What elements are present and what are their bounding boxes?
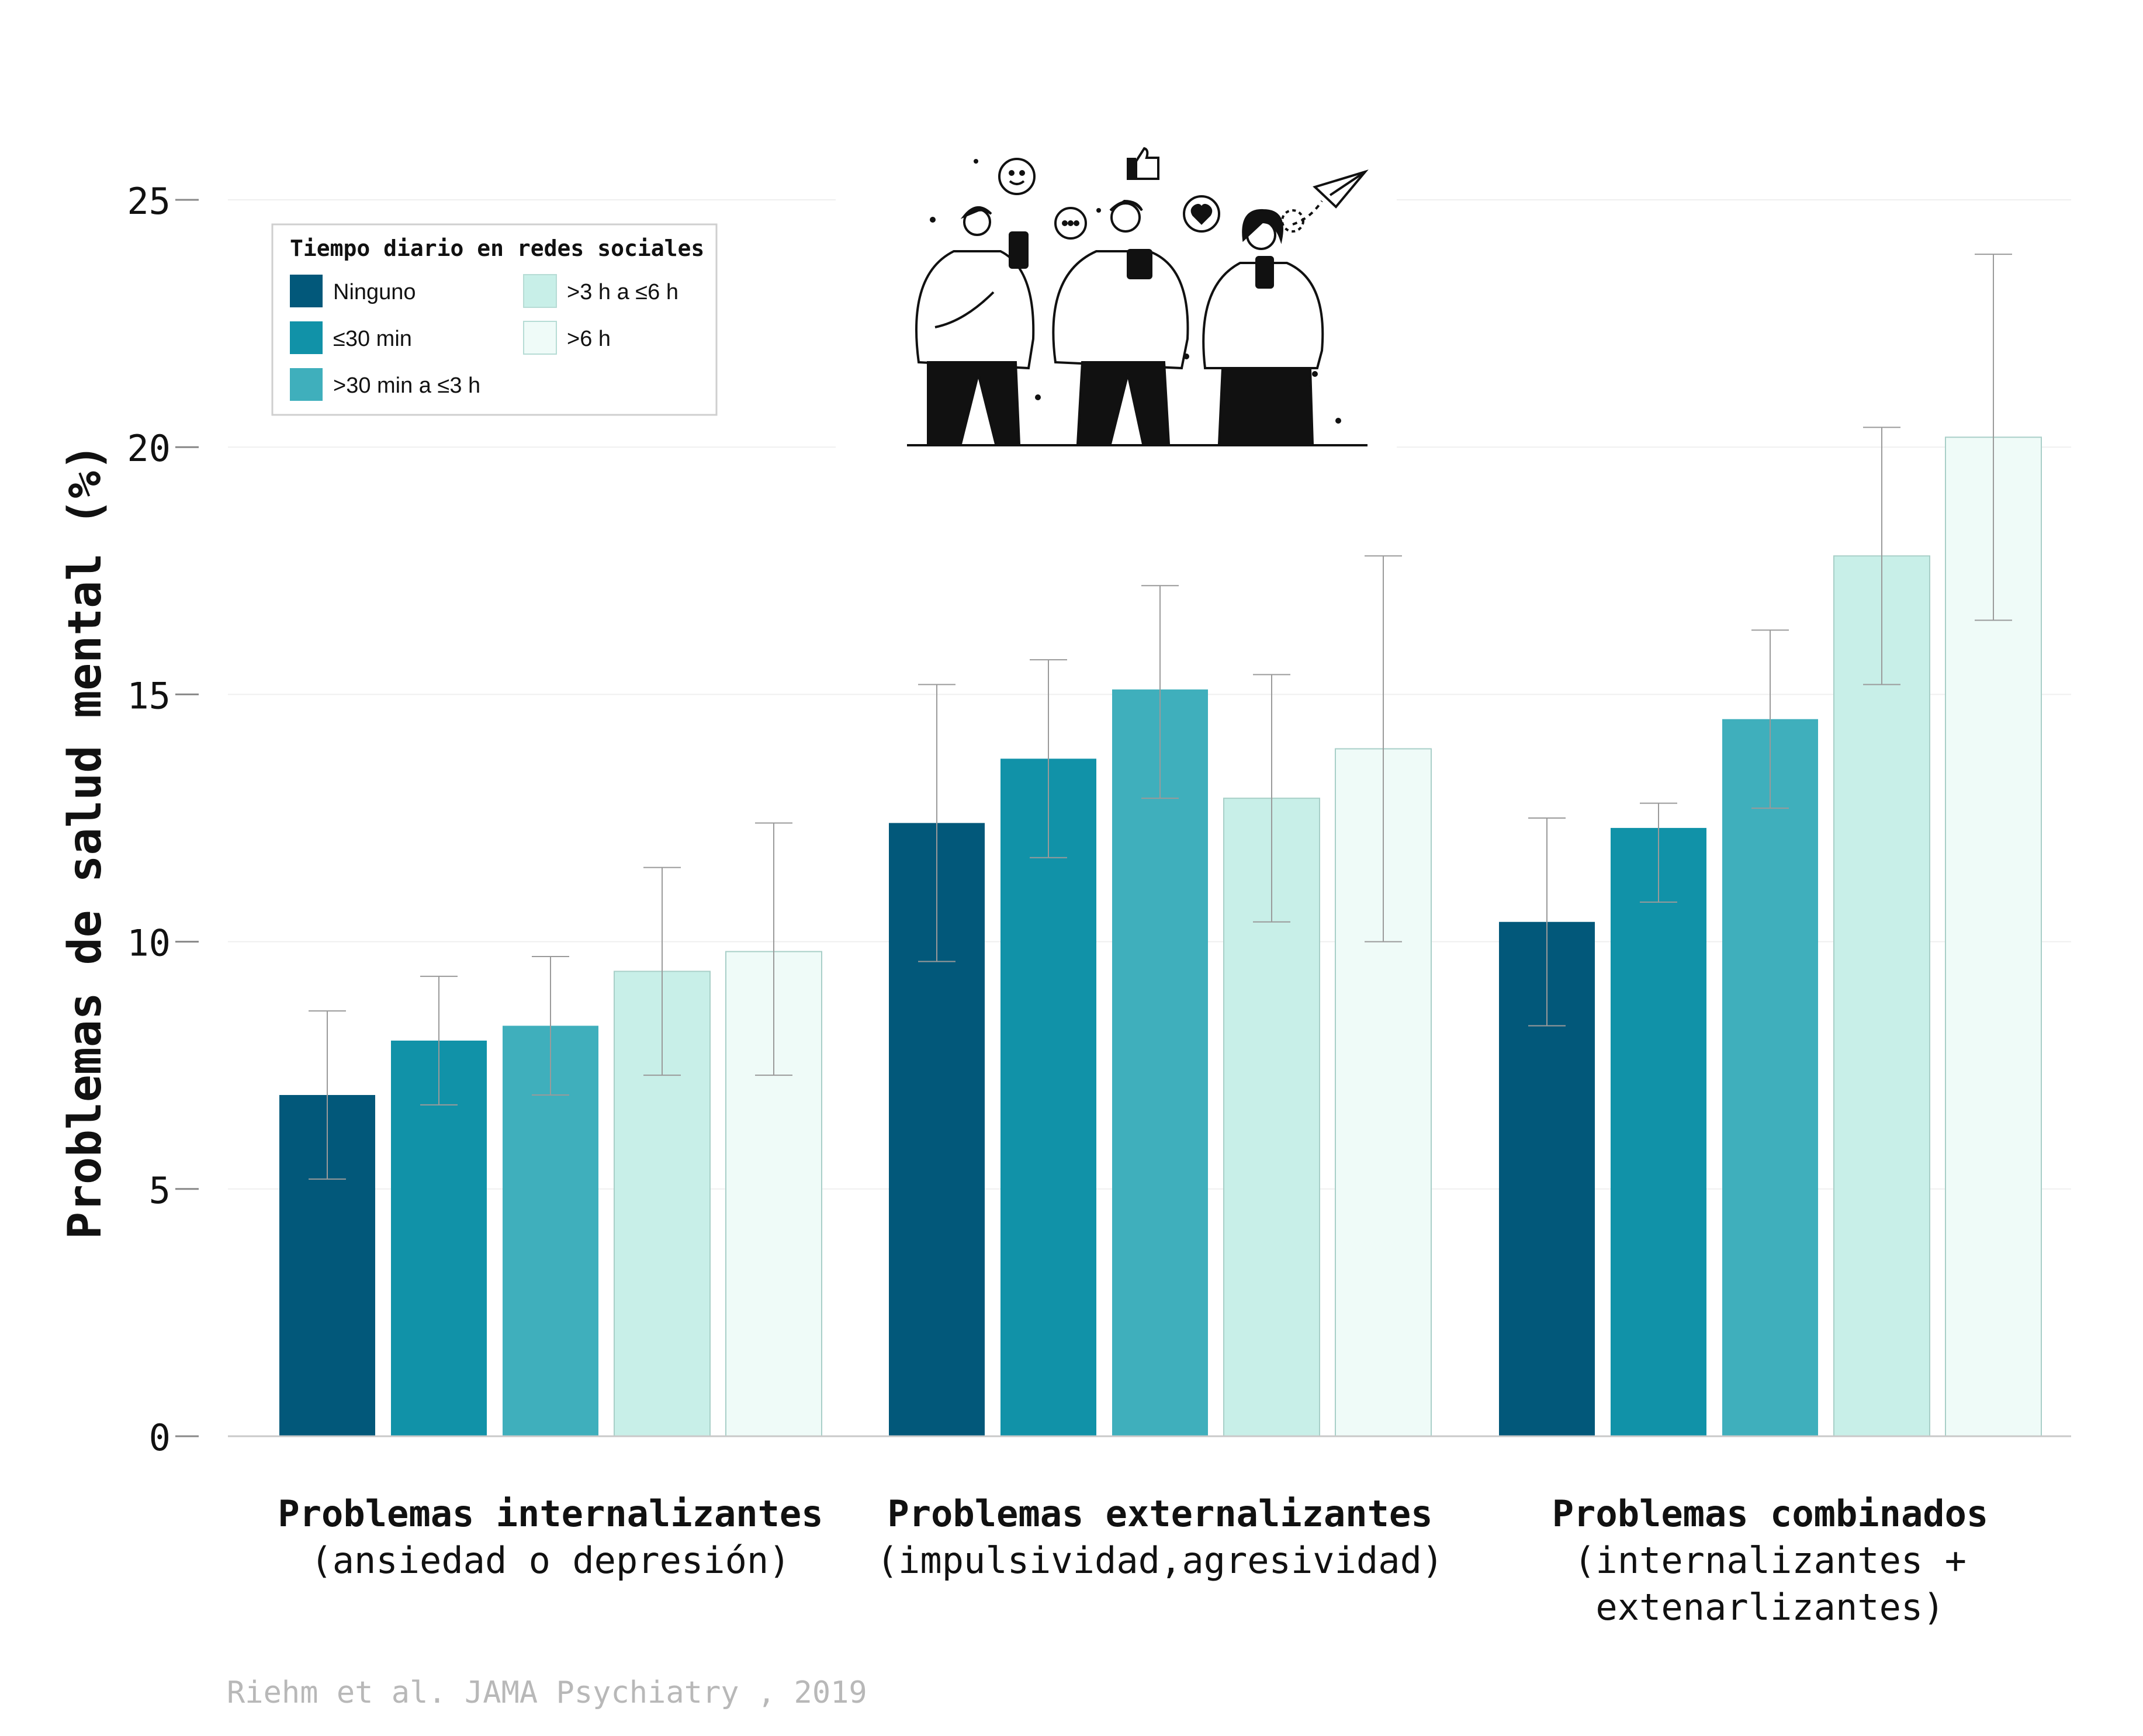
legend-label: >6 h xyxy=(567,327,611,351)
bar xyxy=(391,1040,487,1436)
legend-label: >30 min a ≤3 h xyxy=(333,373,480,398)
legend-label: >3 h a ≤6 h xyxy=(567,280,678,304)
legend-swatch xyxy=(523,274,557,308)
person-3-figure xyxy=(1202,209,1324,445)
bar xyxy=(1611,827,1706,1436)
bar xyxy=(1722,719,1818,1436)
category-label-subtitle: (impulsividad,agresividad) xyxy=(877,1539,1444,1582)
thumbs-up-icon xyxy=(1127,147,1159,180)
bar xyxy=(1833,555,1930,1437)
legend-swatch xyxy=(290,368,323,401)
y-tick-label: 20 xyxy=(127,427,171,470)
legend-label: ≤30 min xyxy=(333,327,412,351)
paper-plane-icon xyxy=(1281,169,1369,233)
legend-title: Tiempo diario en redes sociales xyxy=(290,235,704,261)
legend-swatch xyxy=(523,321,557,355)
y-axis-ticks: 0 5 10 15 20 25 xyxy=(127,180,199,1459)
y-tick-label: 5 xyxy=(149,1169,171,1212)
legend-box xyxy=(271,223,718,416)
people-illustration xyxy=(836,147,1397,456)
chat-bubble-icon xyxy=(1054,207,1087,240)
category-labels: Problemas internalizantes(ansiedad o dep… xyxy=(278,1492,1988,1628)
category-label-subtitle-2: extenarlizantes) xyxy=(1595,1586,1944,1628)
category-label-subtitle: (ansiedad o depresión) xyxy=(310,1539,790,1582)
legend-swatch xyxy=(290,321,323,354)
category-label-title: Problemas internalizantes xyxy=(278,1492,823,1535)
y-axis-label: Problemas de salud mental (%) xyxy=(59,443,112,1239)
category-label-title: Problemas externalizantes xyxy=(887,1492,1432,1535)
y-tick-label: 10 xyxy=(127,922,171,965)
category-label-subtitle: (internalizantes + xyxy=(1574,1539,1967,1582)
y-tick-label: 0 xyxy=(149,1416,171,1459)
source-citation: Riehm et al. JAMA Psychiatry , 2019 xyxy=(227,1675,867,1710)
legend-label: Ninguno xyxy=(333,280,416,304)
heart-bubble-icon xyxy=(1183,195,1220,233)
y-tick-label: 15 xyxy=(127,674,171,717)
person-1-figure xyxy=(915,206,1035,445)
category-label-title: Problemas combinados xyxy=(1552,1492,1989,1535)
smiley-bubble-icon xyxy=(998,158,1036,195)
legend-items: Ninguno ≤30 min >30 min a ≤3 h >3 h a ≤6 h >… xyxy=(290,274,678,401)
person-2-figure xyxy=(1052,199,1189,445)
legend: Tiempo diario en redes sociales Ninguno ≤… xyxy=(271,223,718,416)
bars xyxy=(279,436,2042,1437)
bar xyxy=(1112,689,1208,1436)
sparkle-dots xyxy=(930,159,1341,424)
y-tick-label: 25 xyxy=(127,180,171,223)
legend-swatch xyxy=(290,275,323,307)
bar xyxy=(1000,758,1096,1436)
error-bars xyxy=(309,254,2012,1180)
